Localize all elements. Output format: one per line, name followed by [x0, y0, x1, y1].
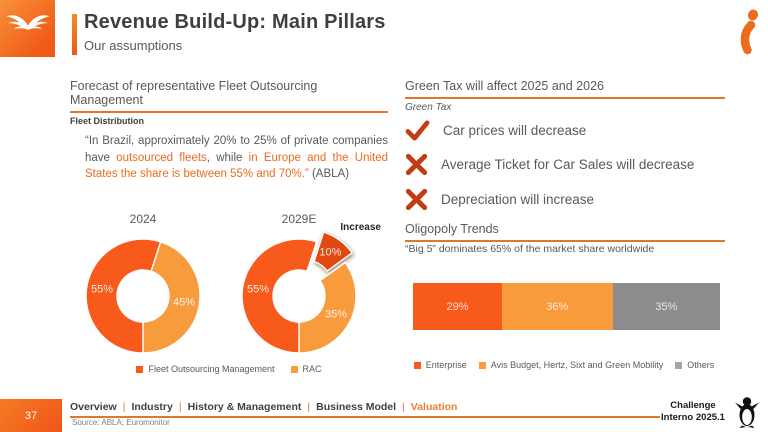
item-text: Average Ticket for Car Sales will decrea…	[441, 157, 695, 172]
nav-item-overview[interactable]: Overview	[70, 401, 117, 413]
svg-text:45%: 45%	[173, 296, 195, 308]
chart-title-2024: 2024	[129, 212, 157, 226]
legend-label: Others	[687, 360, 715, 370]
svg-text:10%: 10%	[319, 247, 341, 259]
market-legend: Enterprise Avis Budget, Hertz, Sixt and …	[405, 360, 723, 370]
oligopoly-subtitle: “Big 5” dominates 65% of the market shar…	[405, 243, 655, 255]
legend-item: Others	[675, 360, 714, 370]
legend-swatch	[290, 365, 298, 373]
nav-separator: |	[307, 401, 311, 413]
quote-highlight: in Europe and the United States the shar…	[85, 151, 389, 181]
fleet-section-header: Forecast of representative Fleet Outsour…	[70, 79, 388, 126]
challenge-label: Challenge Interno 2025.1	[656, 400, 730, 424]
quote-text: , while	[206, 151, 249, 164]
fleet-legend: Fleet Outsourcing Management RAC	[70, 364, 388, 374]
green-tax-label: Green Tax	[405, 102, 452, 113]
legend-label: RAC	[302, 364, 322, 374]
chart-title-2029e: 2029E	[281, 212, 317, 226]
legend-item: Enterprise	[413, 360, 467, 370]
oligopoly-title: Oligopoly Trends	[405, 222, 725, 242]
donut-2024-svg: 45% 55%	[85, 238, 201, 354]
nav-separator: |	[122, 401, 126, 413]
svg-text:35%: 35%	[325, 309, 347, 321]
legend-label: Enterprise	[425, 360, 467, 370]
page-title: Revenue Build-Up: Main Pillars	[84, 11, 386, 33]
nav-separator: |	[402, 401, 405, 413]
nav-item-valuation[interactable]: Valuation	[410, 401, 458, 413]
green-tax-section-header: Green Tax will affect 2025 and 2026 Gree…	[405, 79, 725, 113]
challenge-line1: Challenge	[670, 400, 716, 411]
legend-label: Fleet Outsourcing Management	[148, 364, 275, 374]
donut-chart-2029e: 2029E Increase 10% 35% 55%	[219, 212, 381, 375]
legend-item: Avis Budget, Hertz, Sixt and Green Mobil…	[478, 360, 664, 370]
item-text: Car prices will decrease	[443, 123, 587, 138]
check-icon	[405, 120, 430, 141]
legend-swatch	[675, 361, 683, 369]
cross-icon	[405, 188, 428, 211]
quote-highlight: outsourced fleets	[116, 151, 207, 164]
list-item: Car prices will decrease	[405, 120, 725, 141]
legend-swatch	[478, 361, 486, 369]
list-item: Average Ticket for Car Sales will decrea…	[405, 153, 725, 176]
cross-icon	[405, 153, 428, 176]
challenge-line2: Interno 2025.1	[661, 411, 725, 423]
deck-section-nav: Overview | Industry | History & Management | B…	[70, 401, 660, 418]
quote-source: (ABLA)	[308, 168, 350, 181]
oligopoly-section-header: Oligopoly Trends	[405, 222, 725, 242]
legend-item: Fleet Outsourcing Management	[136, 364, 275, 374]
donut-chart-2024: 2024 45% 55%	[67, 212, 219, 375]
legend-item: RAC	[290, 364, 322, 374]
bar-segment: 36%	[502, 283, 613, 330]
title-accent-bar	[72, 14, 77, 55]
bar-segment: 29%	[413, 283, 503, 330]
bar-segment: 35%	[612, 283, 720, 330]
brand-i-icon	[730, 8, 762, 61]
list-item: Depreciation will increase	[405, 188, 725, 211]
nav-separator: |	[178, 401, 182, 413]
svg-text:55%: 55%	[247, 283, 269, 295]
penguin-icon	[733, 395, 761, 432]
page-subtitle: Our assumptions	[84, 38, 183, 53]
nav-item-business-model[interactable]: Business Model	[316, 401, 397, 413]
fleet-section-title: Forecast of representative Fleet Outsour…	[70, 79, 388, 113]
green-tax-title: Green Tax will affect 2025 and 2026	[405, 79, 725, 99]
market-share-bar: 29% 36% 35%	[413, 283, 720, 330]
quote-text: “In Brazil, approximately 20% to 25% of …	[85, 135, 388, 164]
wings-icon	[6, 15, 49, 30]
item-text: Depreciation will increase	[441, 192, 595, 207]
company-logo	[0, 0, 55, 57]
green-tax-items: Car prices will decrease Average Ticket …	[405, 120, 725, 223]
donut-2029e-svg: 10% 35% 55%	[241, 231, 357, 354]
fleet-section-label: Fleet Distribution	[70, 116, 144, 126]
legend-swatch	[413, 361, 421, 369]
legend-swatch	[136, 365, 144, 373]
nav-item-history-management[interactable]: History & Management	[187, 401, 302, 413]
fleet-quote: “In Brazil, approximately 20% to 25% of …	[85, 133, 388, 183]
increase-annotation: Increase	[340, 222, 381, 233]
legend-label: Avis Budget, Hertz, Sixt and Green Mobil…	[490, 360, 664, 370]
source-note: Source: ABLA; Euromonitor	[72, 418, 170, 427]
slide-header: Revenue Build-Up: Main Pillars Our assum…	[72, 11, 386, 55]
svg-text:55%: 55%	[91, 283, 113, 295]
page-number: 37	[0, 399, 62, 432]
nav-item-industry[interactable]: Industry	[131, 401, 173, 413]
